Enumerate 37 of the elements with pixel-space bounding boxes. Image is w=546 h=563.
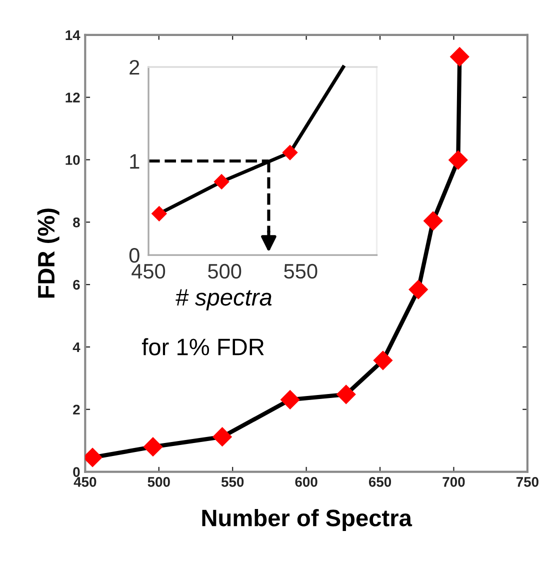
x-tick-label: 450: [74, 477, 96, 487]
x-tick-label: 650: [368, 477, 392, 487]
y-tick-label: 2: [73, 404, 80, 414]
point: [282, 144, 298, 160]
y-tick-label: 1: [130, 154, 140, 169]
x-tick-label: 500: [208, 264, 242, 279]
y-tick-label: 0: [129, 248, 140, 263]
y-tick-label: 4: [72, 342, 80, 352]
y-axis-title: FDR (%): [37, 208, 60, 298]
x-tick-label: 600: [295, 477, 318, 487]
point: [280, 390, 300, 410]
y-tick-label: 12: [66, 92, 80, 102]
point: [212, 427, 232, 446]
x-tick-label: 550: [284, 264, 318, 279]
y-tick-label: 14: [66, 30, 80, 40]
annotation: for 1% FDR: [142, 338, 264, 356]
y-tick-label: 0: [73, 467, 80, 477]
point: [336, 384, 356, 404]
y-tick-label: 6: [73, 280, 80, 290]
x-tick-label: 450: [132, 264, 166, 279]
point: [450, 47, 470, 66]
x-tick-label: 500: [148, 477, 170, 487]
point: [152, 206, 167, 222]
point: [408, 280, 428, 300]
x-axis-title: # spectra: [176, 289, 272, 310]
y-tick-label: 2: [130, 60, 140, 75]
point: [143, 437, 163, 456]
point: [448, 150, 468, 170]
y-tick-label: 10: [66, 155, 80, 165]
x-tick-label: 750: [516, 477, 538, 487]
x-axis-title: Number of Spectra: [202, 509, 412, 532]
y-tick-label: 8: [73, 217, 80, 228]
point: [214, 174, 230, 190]
x-tick-label: 550: [221, 477, 244, 487]
point: [424, 211, 443, 230]
point: [373, 350, 392, 370]
x-tick-label: 700: [442, 477, 465, 487]
